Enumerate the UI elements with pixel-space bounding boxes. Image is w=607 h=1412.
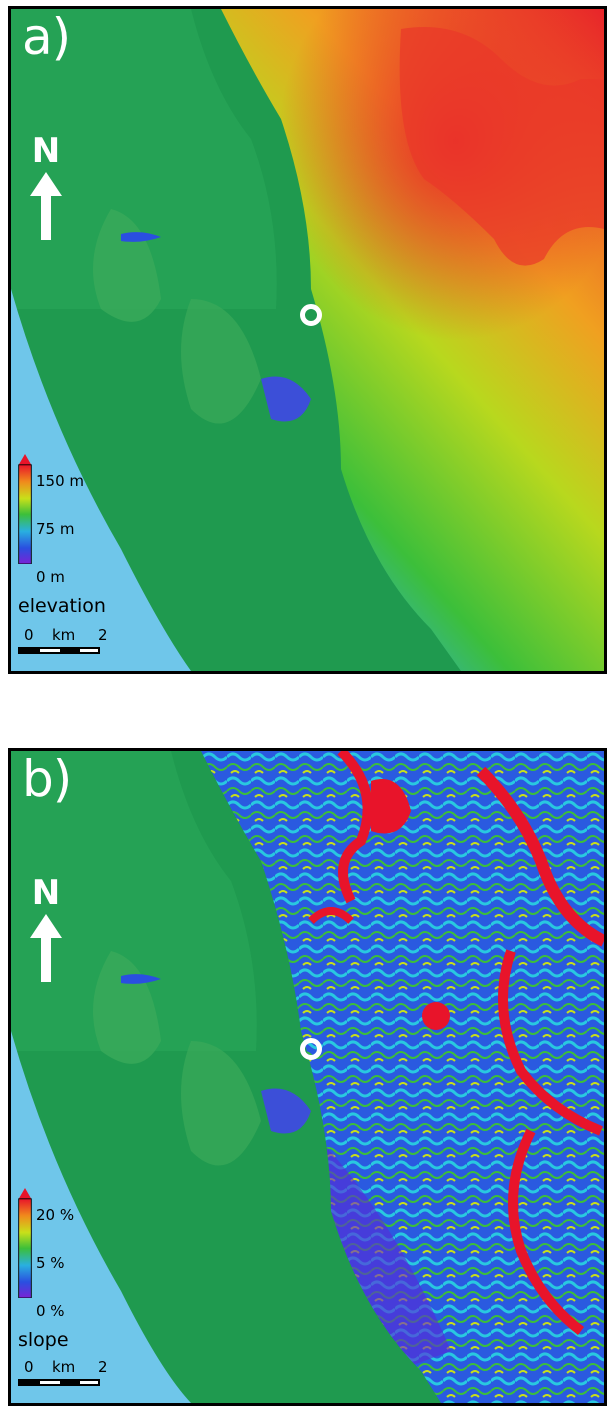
legend-tick-min: 0 m xyxy=(36,568,65,586)
scale-unit: km xyxy=(52,1358,76,1376)
elevation-legend: 150 m 75 m 0 m elevation xyxy=(16,454,126,654)
colorbar xyxy=(18,1188,32,1298)
north-letter: N xyxy=(31,873,61,913)
legend-tick-mid: 75 m xyxy=(36,520,75,538)
elevation-map-panel: a) N 150 m 75 m 0 m elevation 0 km xyxy=(8,6,607,674)
scale-end: 2 xyxy=(98,1358,108,1376)
scale-end: 2 xyxy=(98,626,108,644)
north-letter: N xyxy=(31,131,61,171)
slope-legend: 20 % 5 % 0 % slope xyxy=(16,1188,126,1388)
panel-label: b) xyxy=(22,750,72,808)
colorbar xyxy=(18,454,32,564)
elevation-map xyxy=(11,9,604,671)
location-marker xyxy=(300,304,322,326)
legend-tick-max: 20 % xyxy=(36,1206,75,1224)
scale-start: 0 xyxy=(24,1358,34,1376)
north-arrow: N xyxy=(26,134,66,244)
scale-bar: 0 km 2 xyxy=(12,1360,122,1400)
legend-title: slope xyxy=(18,1329,69,1351)
legend-title: elevation xyxy=(18,595,106,617)
arrow-up-icon xyxy=(30,914,62,982)
north-arrow: N xyxy=(26,876,66,986)
scale-start: 0 xyxy=(24,626,34,644)
scale-bar: 0 km 2 xyxy=(12,628,122,668)
scale-bar-graphic xyxy=(18,1379,100,1386)
arrow-up-icon xyxy=(30,172,62,240)
slope-map xyxy=(11,751,604,1403)
scale-unit: km xyxy=(52,626,76,644)
slope-map-panel: b) N 20 % 5 % 0 % slope 0 km 2 xyxy=(8,748,607,1406)
scale-bar-graphic xyxy=(18,647,100,654)
location-marker xyxy=(300,1038,322,1060)
legend-tick-max: 150 m xyxy=(36,472,85,490)
panel-label: a) xyxy=(22,8,71,66)
legend-tick-min: 0 % xyxy=(36,1302,65,1320)
legend-tick-mid: 5 % xyxy=(36,1254,65,1272)
